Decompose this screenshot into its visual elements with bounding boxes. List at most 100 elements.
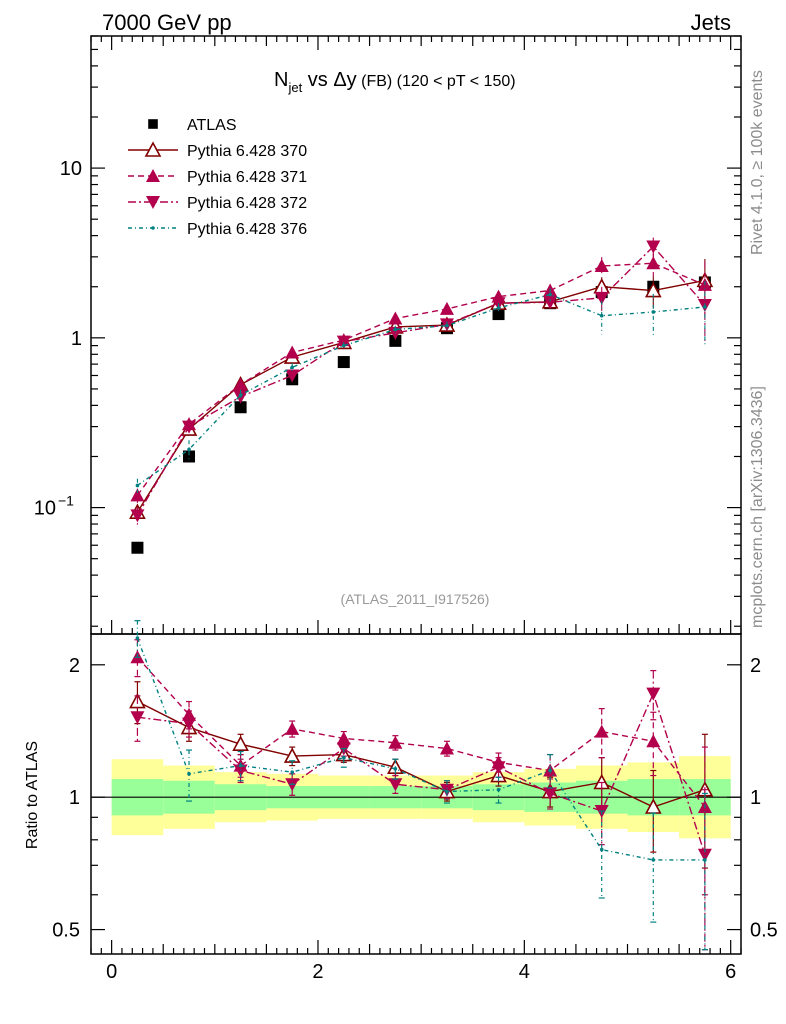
pythia-371-point: [388, 311, 403, 325]
pythia-371-point: [439, 301, 454, 315]
atlas-point: [131, 541, 144, 554]
pythia-372-ratio-point: [233, 764, 248, 778]
legend-label-atlas: ATLAS: [187, 117, 237, 134]
x-tick-label-2: 2: [312, 961, 323, 983]
pythia-371-point: [285, 345, 300, 359]
pythia-372-point: [543, 296, 558, 310]
pythia-376-line: [137, 293, 705, 487]
ratio-axis-label: Ratio to ATLAS: [24, 741, 41, 849]
pythia-372-ratio-point: [646, 687, 661, 701]
atlas-point: [337, 356, 350, 369]
chart-title: Njet vs Δy (FB) (120 < pT < 150): [274, 69, 516, 95]
pythia-372-point: [285, 369, 300, 383]
pythia-371-ratio-point: [439, 741, 454, 755]
pythia-371-point: [594, 258, 609, 272]
pythia-376-point: [238, 393, 243, 397]
pythia-376-point: [341, 343, 346, 348]
x-tick-label-6: 6: [725, 961, 736, 983]
pythia-372-point: [594, 291, 609, 305]
pythia-370-ratio-line: [137, 700, 706, 808]
y-tick-label-0.1: 10: [34, 498, 56, 520]
pythia-372-ratio-line: [137, 691, 706, 855]
pythia-376-ratio-point: [599, 847, 604, 852]
ratio-tick-label-2: 2: [69, 655, 80, 677]
pythia-376-point: [651, 310, 656, 314]
legend-label-371: Pythia 6.428 371: [187, 169, 307, 186]
pythia-376-point: [445, 323, 449, 328]
pythia-376-point: [290, 365, 294, 370]
pythia-372-point: [646, 240, 661, 254]
pythia-376-ratio-point: [445, 789, 449, 794]
pythia-376-point: [548, 292, 552, 297]
legend-label-372: Pythia 6.428 372: [187, 195, 307, 212]
rivet-label: Rivet 4.1.0, ≥ 100k events: [749, 70, 766, 255]
pythia-376-ratio-point: [187, 772, 191, 776]
legend-marker-371: [146, 169, 160, 182]
pythia-371-point: [130, 488, 145, 502]
pythia-376-point: [393, 327, 398, 332]
pythia-372-point: [182, 420, 197, 434]
pythia-371-ratio-point: [388, 735, 403, 749]
ratio-tick-label-1: 1: [69, 787, 80, 809]
pythia-376-ratio-point: [393, 767, 398, 771]
pythia-376-ratio-point: [651, 858, 656, 862]
y-tick-label-exponent: −1: [58, 493, 74, 509]
pythia-376-ratio-point: [548, 768, 552, 773]
pythia-376-ratio-point: [135, 636, 140, 640]
pythia-371-ratio-line: [136, 656, 706, 808]
header-right: Jets: [691, 10, 731, 35]
pythia-376-point: [496, 306, 501, 310]
pythia-372-ratio-point: [130, 711, 145, 725]
legend-marker-372: [146, 196, 160, 209]
atlas-point: [234, 401, 247, 414]
pythia-376-point: [187, 447, 191, 452]
ratio-series: [129, 620, 714, 951]
ratio-tick-label-0.5: 0.5: [52, 920, 80, 942]
legend-marker-376: [151, 226, 155, 230]
pythia-372-line: [136, 245, 706, 516]
x-tick-labels: 0 2 4 6: [106, 961, 736, 983]
ratio-tick-label-2-right: 2: [750, 655, 761, 677]
pythia-370-line: [136, 279, 706, 513]
pythia-376-ratio-point: [496, 787, 501, 792]
legend: ATLAS Pythia 6.428 370 Pythia 6.428 371 …: [128, 117, 307, 238]
y-tick-labels-ratio: 2 1 0.5 2 1 0.5: [52, 655, 778, 942]
legend-marker-atlas: [148, 119, 158, 129]
ratio-plot-frame: [90, 633, 742, 955]
pythia-376-ratio-point: [341, 755, 346, 760]
y-tick-label-1: 1: [71, 328, 82, 350]
pythia-376-ratio-point: [703, 858, 707, 862]
pythia-371-ratio-point: [646, 734, 661, 748]
legend-label-376: Pythia 6.428 376: [187, 221, 307, 238]
header-left: 7000 GeV pp: [102, 10, 232, 35]
pythia-376-ratio-point: [290, 770, 294, 774]
pythia-372-point: [130, 509, 145, 523]
ratio-tick-label-1-right: 1: [750, 787, 761, 809]
pythia-371-point: [646, 256, 661, 270]
pythia-376-point: [135, 483, 140, 488]
pythia-376-ratio-point: [238, 763, 243, 768]
pythia-376-ratio-line: [136, 637, 705, 861]
pythia-372-ratio-point: [491, 761, 506, 775]
atlas-point: [492, 308, 505, 321]
pythia-372-ratio-point: [182, 717, 197, 731]
x-tick-label-4: 4: [519, 961, 530, 983]
atlas-point: [183, 450, 196, 463]
axis-ticks: [90, 35, 742, 954]
pythia-372-ratio-point: [543, 787, 558, 801]
y-tick-label-10: 10: [60, 158, 82, 180]
atlas-point: [389, 334, 402, 347]
analysis-id-watermark: (ATLAS_2011_I917526): [341, 591, 490, 607]
pythia-371-point: [233, 377, 248, 391]
pythia-371-line: [136, 262, 706, 496]
pythia-376-point: [703, 305, 707, 309]
pythia-372-ratio-point: [697, 848, 712, 862]
legend-marker-370: [144, 141, 162, 157]
pythia-371-ratio-point: [285, 721, 300, 735]
pythia-376-point: [599, 313, 604, 318]
legend-label-370: Pythia 6.428 370: [187, 143, 307, 160]
pythia-372-ratio-point: [388, 778, 403, 792]
pythia-371-ratio-point: [336, 731, 351, 745]
y-tick-labels-main: 10 1 10 −1: [34, 158, 82, 519]
